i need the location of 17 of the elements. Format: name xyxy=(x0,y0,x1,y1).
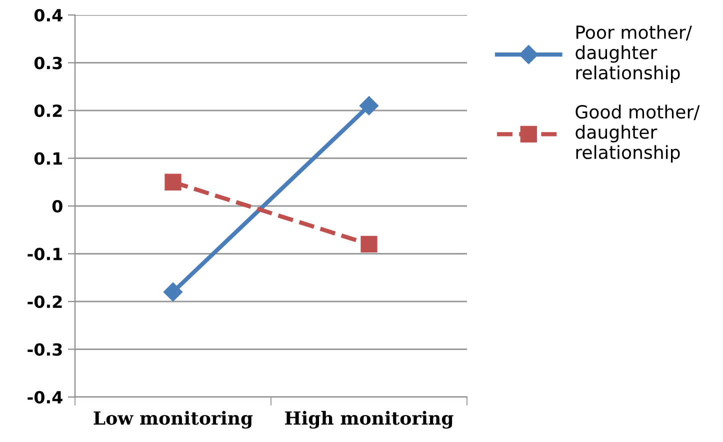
y-tick-label: 0.3 xyxy=(34,56,62,70)
legend-label: Good mother/ daughter relationship xyxy=(576,104,700,163)
y-tick-label: 0.2 xyxy=(34,104,62,118)
y-tick-label: -0.3 xyxy=(28,343,62,356)
point xyxy=(164,174,182,190)
legend-label: Poor mother/ daughter relationship xyxy=(576,25,692,83)
x-tick-label: Low monitoring xyxy=(94,410,253,429)
y-tick-label: -0.1 xyxy=(28,248,62,260)
y-tick-label: -0.2 xyxy=(28,295,62,308)
point xyxy=(360,236,378,253)
y-tick-label: -0.4 xyxy=(28,390,62,404)
y-tick-label: 0.4 xyxy=(34,8,62,22)
x-tick-label: High monitoring xyxy=(285,410,454,429)
y-tick-label: 0.1 xyxy=(34,152,62,165)
y-tick-label: 0 xyxy=(52,200,62,213)
point xyxy=(163,282,183,302)
point xyxy=(359,96,379,116)
